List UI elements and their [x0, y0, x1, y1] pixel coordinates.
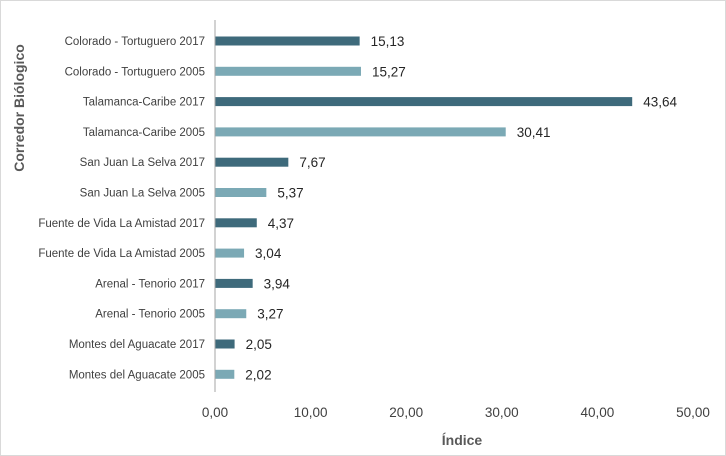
value-label: 3,04: [255, 246, 282, 261]
bar: [215, 218, 257, 228]
category-label: San Juan La Selva 2017: [80, 157, 205, 169]
x-tick-label: 0,00: [202, 405, 228, 420]
bar: [215, 127, 506, 137]
category-label: Arenal - Tenorio 2017: [95, 278, 205, 290]
value-label: 3,27: [257, 307, 283, 322]
x-tick-label: 20,00: [389, 405, 423, 420]
category-label: San Juan La Selva 2005: [80, 188, 205, 200]
x-tick-label: 10,00: [294, 405, 328, 420]
value-label: 2,05: [246, 337, 272, 352]
category-labels-group: Colorado - Tortuguero 2017 Colorado - Tor…: [38, 36, 205, 381]
value-label: 30,41: [517, 125, 551, 140]
x-tick-labels-group: 0,00 10,00 20,00 30,00 40,00 50,00: [202, 405, 710, 420]
bar: [215, 188, 267, 197]
bar: [215, 339, 235, 349]
category-label: Colorado - Tortuguero 2017: [65, 36, 205, 48]
bar: [215, 36, 360, 46]
x-axis-title: Índice: [442, 432, 483, 448]
category-label: Montes del Aguacate 2005: [69, 369, 205, 381]
bar: [215, 97, 633, 107]
bar: [215, 369, 235, 379]
category-label: Talamanca-Caribe 2005: [83, 127, 205, 139]
category-label: Fuente de Vida La Amistad 2017: [38, 218, 205, 230]
value-label: 15,27: [372, 64, 406, 79]
value-label: 2,02: [245, 367, 271, 382]
value-labels-group: 15,13 15,27 43,64 30,41 7,67 5,37 4,37 3,04 3,94…: [245, 34, 677, 382]
bars-group: [215, 36, 633, 379]
value-label: 43,64: [643, 95, 677, 110]
bar: [215, 309, 247, 319]
value-label: 7,67: [299, 155, 325, 170]
x-tick-label: 30,00: [485, 405, 519, 420]
value-label: 3,94: [264, 276, 291, 291]
category-label: Colorado - Tortuguero 2005: [65, 66, 205, 78]
category-label: Fuente de Vida La Amistad 2005: [38, 248, 205, 260]
x-tick-label: 40,00: [581, 405, 615, 420]
x-tick-label: 50,00: [676, 405, 710, 420]
value-label: 4,37: [268, 216, 294, 231]
category-label: Montes del Aguacate 2017: [69, 339, 205, 351]
category-label: Talamanca-Caribe 2017: [83, 97, 205, 109]
y-axis-title: Corredor Biólogico: [11, 44, 27, 172]
bar: [215, 66, 361, 76]
bar: [215, 278, 253, 288]
bar: [215, 157, 289, 167]
value-label: 15,13: [371, 34, 405, 49]
category-label: Arenal - Tenorio 2005: [95, 309, 205, 321]
bar: [215, 248, 245, 258]
value-label: 5,37: [277, 186, 303, 201]
